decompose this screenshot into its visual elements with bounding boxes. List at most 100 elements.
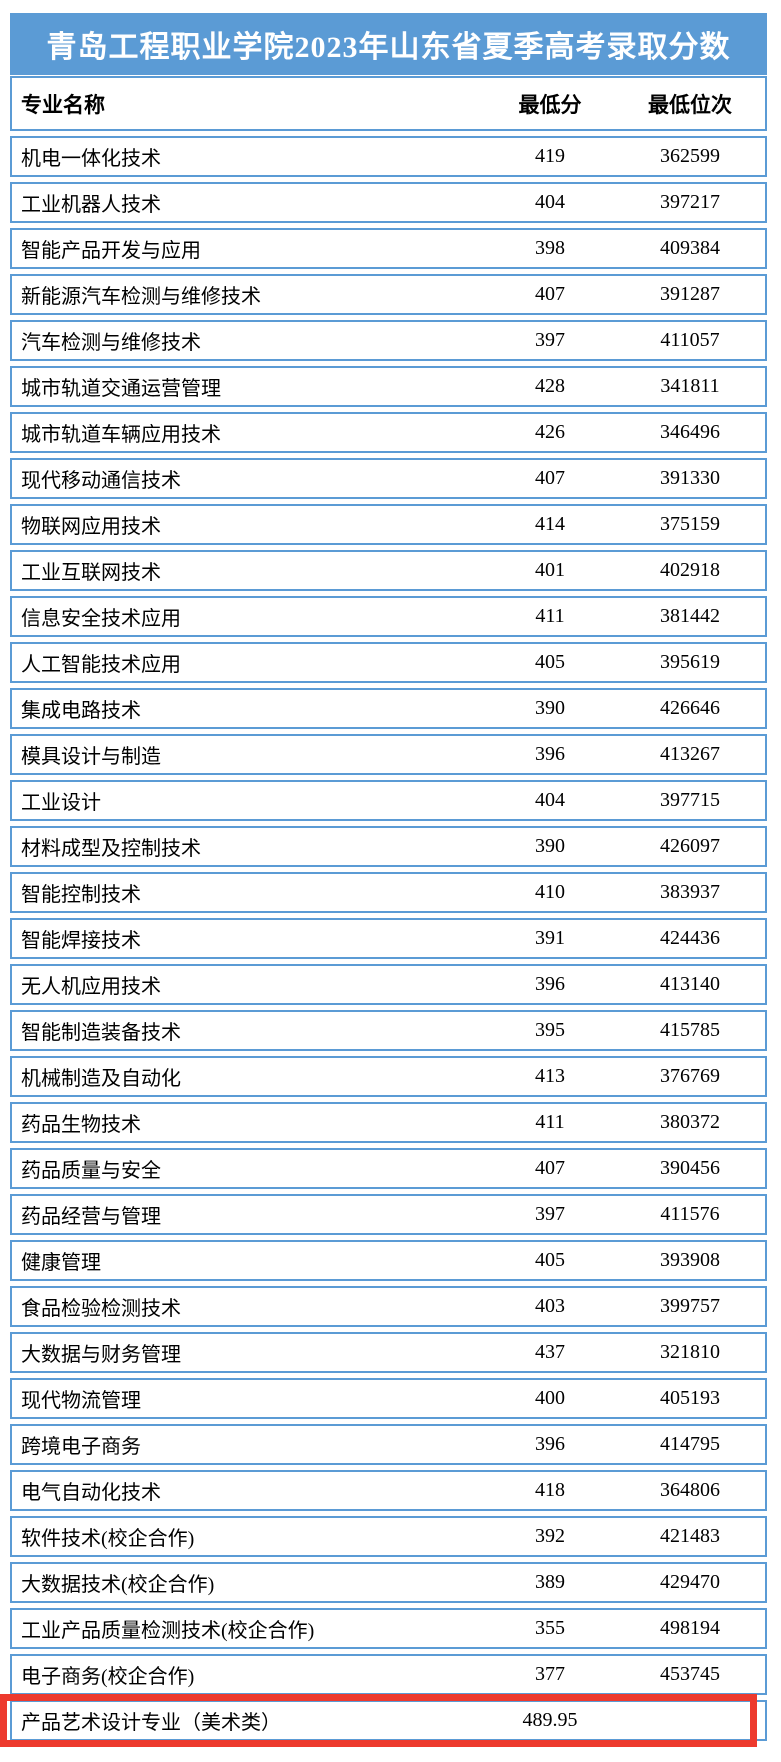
major-name: 信息安全技术应用 — [21, 608, 181, 630]
table-row: 信息安全技术应用 411 381442 — [10, 596, 767, 637]
table-row: 集成电路技术 390 426646 — [10, 688, 767, 729]
min-score: 390 — [535, 697, 565, 719]
min-rank: 413140 — [660, 973, 720, 995]
min-rank: 383937 — [660, 881, 720, 903]
min-score: 419 — [535, 145, 565, 167]
min-rank: 380372 — [660, 1111, 720, 1133]
table-row: 大数据技术(校企合作) 389 429470 — [10, 1562, 767, 1603]
table-row: 模具设计与制造 396 413267 — [10, 734, 767, 775]
major-name: 工业产品质量检测技术(校企合作) — [21, 1620, 315, 1642]
major-name: 无人机应用技术 — [21, 976, 161, 998]
min-score: 411 — [535, 605, 565, 627]
min-rank: 421483 — [660, 1525, 720, 1547]
min-score: 390 — [535, 835, 565, 857]
major-name: 电子商务(校企合作) — [21, 1666, 195, 1688]
min-rank: 390456 — [660, 1157, 720, 1179]
min-rank: 405193 — [660, 1387, 720, 1409]
min-score: 392 — [535, 1525, 565, 1547]
min-rank: 364806 — [660, 1479, 720, 1501]
min-score: 407 — [535, 1157, 565, 1179]
min-score: 428 — [535, 375, 565, 397]
table-row: 跨境电子商务 396 414795 — [10, 1424, 767, 1465]
min-rank: 321810 — [660, 1341, 720, 1363]
min-rank: 362599 — [660, 145, 720, 167]
min-score: 395 — [535, 1019, 565, 1041]
major-name: 健康管理 — [21, 1252, 101, 1274]
major-name: 集成电路技术 — [21, 700, 141, 722]
major-name: 大数据与财务管理 — [21, 1344, 181, 1366]
min-rank: 341811 — [660, 375, 720, 397]
table-row: 智能产品开发与应用 398 409384 — [10, 228, 767, 269]
min-score: 403 — [535, 1295, 565, 1317]
table-row: 食品检验检测技术 403 399757 — [10, 1286, 767, 1327]
min-rank: 346496 — [660, 421, 720, 443]
major-name: 食品检验检测技术 — [21, 1298, 181, 1320]
min-score: 407 — [535, 283, 565, 305]
min-score: 377 — [535, 1663, 565, 1685]
col-header-min-rank: 最低位次 — [648, 92, 732, 117]
major-name: 城市轨道车辆应用技术 — [21, 424, 221, 446]
table-row: 软件技术(校企合作) 392 421483 — [10, 1516, 767, 1557]
major-name: 软件技术(校企合作) — [21, 1528, 195, 1550]
major-name: 机械制造及自动化 — [21, 1068, 181, 1090]
min-rank: 429470 — [660, 1571, 720, 1593]
major-name: 电气自动化技术 — [21, 1482, 161, 1504]
table-row: 现代物流管理 400 405193 — [10, 1378, 767, 1419]
major-name: 智能产品开发与应用 — [21, 240, 201, 262]
major-name: 药品经营与管理 — [21, 1206, 161, 1228]
table-row: 药品质量与安全 407 390456 — [10, 1148, 767, 1189]
min-score: 389 — [535, 1571, 565, 1593]
min-rank: 402918 — [660, 559, 720, 581]
min-rank: 381442 — [660, 605, 720, 627]
table-row: 物联网应用技术 414 375159 — [10, 504, 767, 545]
major-name: 材料成型及控制技术 — [21, 838, 201, 860]
page-title: 青岛工程职业学院2023年山东省夏季高考录取分数 — [10, 13, 767, 75]
min-score: 391 — [535, 927, 565, 949]
min-score: 396 — [535, 1433, 565, 1455]
table-row: 城市轨道交通运营管理 428 341811 — [10, 366, 767, 407]
table-row: 工业设计 404 397715 — [10, 780, 767, 821]
min-rank: 409384 — [660, 237, 720, 259]
min-score: 400 — [535, 1387, 565, 1409]
min-rank: 413267 — [660, 743, 720, 765]
table-row: 汽车检测与维修技术 397 411057 — [10, 320, 767, 361]
min-rank: 414795 — [660, 1433, 720, 1455]
table-row: 无人机应用技术 396 413140 — [10, 964, 767, 1005]
min-rank: 397217 — [660, 191, 720, 213]
col-header-major: 专业名称 — [21, 92, 105, 117]
min-rank: 426646 — [660, 697, 720, 719]
min-score: 407 — [535, 467, 565, 489]
min-rank: 375159 — [660, 513, 720, 535]
table-row: 现代移动通信技术 407 391330 — [10, 458, 767, 499]
table-row: 材料成型及控制技术 390 426097 — [10, 826, 767, 867]
min-rank: 411576 — [660, 1203, 720, 1225]
major-name: 跨境电子商务 — [21, 1436, 141, 1458]
min-score: 404 — [535, 191, 565, 213]
min-rank: 399757 — [660, 1295, 720, 1317]
min-score: 404 — [535, 789, 565, 811]
min-rank: 376769 — [660, 1065, 720, 1087]
major-name: 工业互联网技术 — [21, 562, 161, 584]
min-score: 414 — [535, 513, 565, 535]
min-score: 405 — [535, 651, 565, 673]
major-name: 产品艺术设计专业（美术类） — [21, 1712, 281, 1734]
major-name: 智能制造装备技术 — [21, 1022, 181, 1044]
major-name: 现代移动通信技术 — [21, 470, 181, 492]
min-rank: 453745 — [660, 1663, 720, 1685]
min-rank: 415785 — [660, 1019, 720, 1041]
table-row: 产品艺术设计专业（美术类） 489.95 — [0, 1694, 767, 1747]
table-row: 智能制造装备技术 395 415785 — [10, 1010, 767, 1051]
major-name: 大数据技术(校企合作) — [21, 1574, 215, 1596]
min-score: 437 — [535, 1341, 565, 1363]
table-row: 机电一体化技术 419 362599 — [10, 136, 767, 177]
min-rank: 393908 — [660, 1249, 720, 1271]
min-score: 426 — [535, 421, 565, 443]
table-row: 药品生物技术 411 380372 — [10, 1102, 767, 1143]
min-rank: 397715 — [660, 789, 720, 811]
table-row: 城市轨道车辆应用技术 426 346496 — [10, 412, 767, 453]
min-rank: 395619 — [660, 651, 720, 673]
table-row: 新能源汽车检测与维修技术 407 391287 — [10, 274, 767, 315]
major-name: 智能焊接技术 — [21, 930, 141, 952]
min-score: 355 — [535, 1617, 565, 1639]
